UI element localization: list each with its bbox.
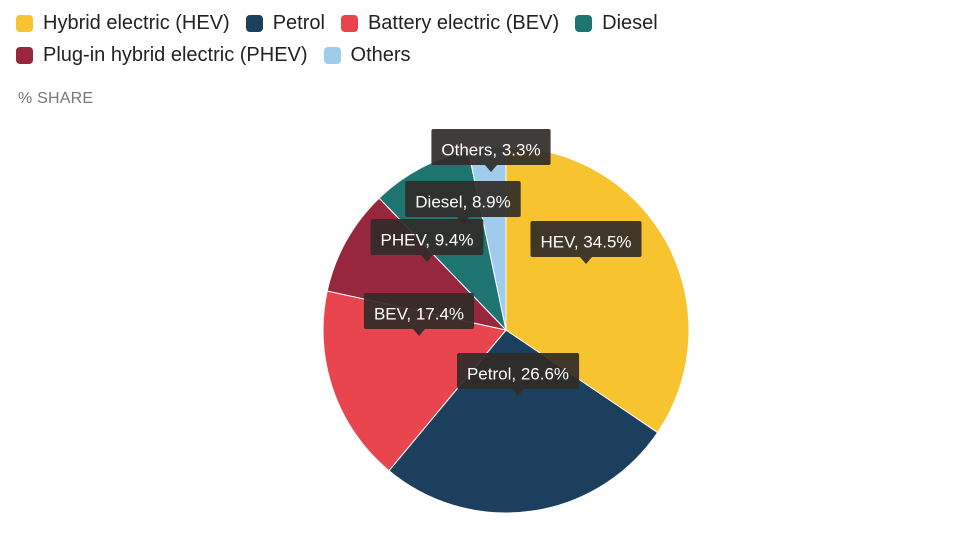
- data-label-hybrid-electric: HEV, 34.5%: [530, 221, 642, 264]
- legend-label-hev: Hybrid electric (HEV): [43, 11, 230, 34]
- legend-swatch-hev: [16, 14, 33, 32]
- legend-swatch-bev: [340, 14, 358, 32]
- legend-item-diesel[interactable]: Diesel: [575, 10, 658, 36]
- legend-swatch-petrol: [245, 14, 263, 32]
- data-label-battery-electric: BEV, 17.4%: [363, 293, 474, 336]
- legend-item-hev[interactable]: Hybrid electric (HEV): [16, 10, 230, 36]
- legend-item-phev[interactable]: Plug-in hybrid electric (PHEV): [16, 42, 308, 68]
- pie-slice-battery-electric[interactable]: [322, 290, 507, 472]
- legend-item-bev[interactable]: Battery electric (BEV): [340, 10, 560, 36]
- legend-item-others[interactable]: Others: [323, 42, 411, 68]
- svg-text:BEV, 17.4%: BEV, 17.4%: [374, 305, 464, 324]
- svg-text:Petrol, 26.6%: Petrol, 26.6%: [467, 365, 569, 384]
- legend-label-diesel: Diesel: [602, 11, 658, 34]
- legend-swatch-phev: [16, 46, 33, 64]
- legend-label-bev: Battery electric (BEV): [367, 11, 560, 34]
- data-label-others: Others, 3.3%: [431, 129, 551, 172]
- legend-label-petrol: Petrol: [272, 11, 325, 34]
- svg-text:PHEV, 9.4%: PHEV, 9.4%: [381, 231, 474, 250]
- data-label-diesel: Diesel, 8.9%: [405, 181, 521, 224]
- legend-label-others: Others: [350, 43, 411, 66]
- data-label-plug-in-hybrid-electric: PHEV, 9.4%: [370, 219, 484, 262]
- svg-text:Diesel, 8.9%: Diesel, 8.9%: [415, 193, 510, 212]
- chart-legend: Hybrid electric (HEV) Petrol Battery ele…: [16, 10, 956, 68]
- pie-slice-hybrid-electric[interactable]: [505, 146, 690, 434]
- legend-swatch-others: [323, 46, 341, 64]
- chart-subtitle: % SHARE: [18, 90, 94, 107]
- legend-item-petrol[interactable]: Petrol: [245, 10, 325, 36]
- data-label-petrol: Petrol, 26.6%: [457, 353, 580, 396]
- legend-swatch-diesel: [575, 14, 593, 32]
- svg-text:HEV, 34.5%: HEV, 34.5%: [540, 233, 631, 252]
- legend-label-phev: Plug-in hybrid electric (PHEV): [43, 43, 308, 66]
- pie-slice-petrol[interactable]: [388, 329, 659, 514]
- svg-text:Others, 3.3%: Others, 3.3%: [441, 141, 540, 160]
